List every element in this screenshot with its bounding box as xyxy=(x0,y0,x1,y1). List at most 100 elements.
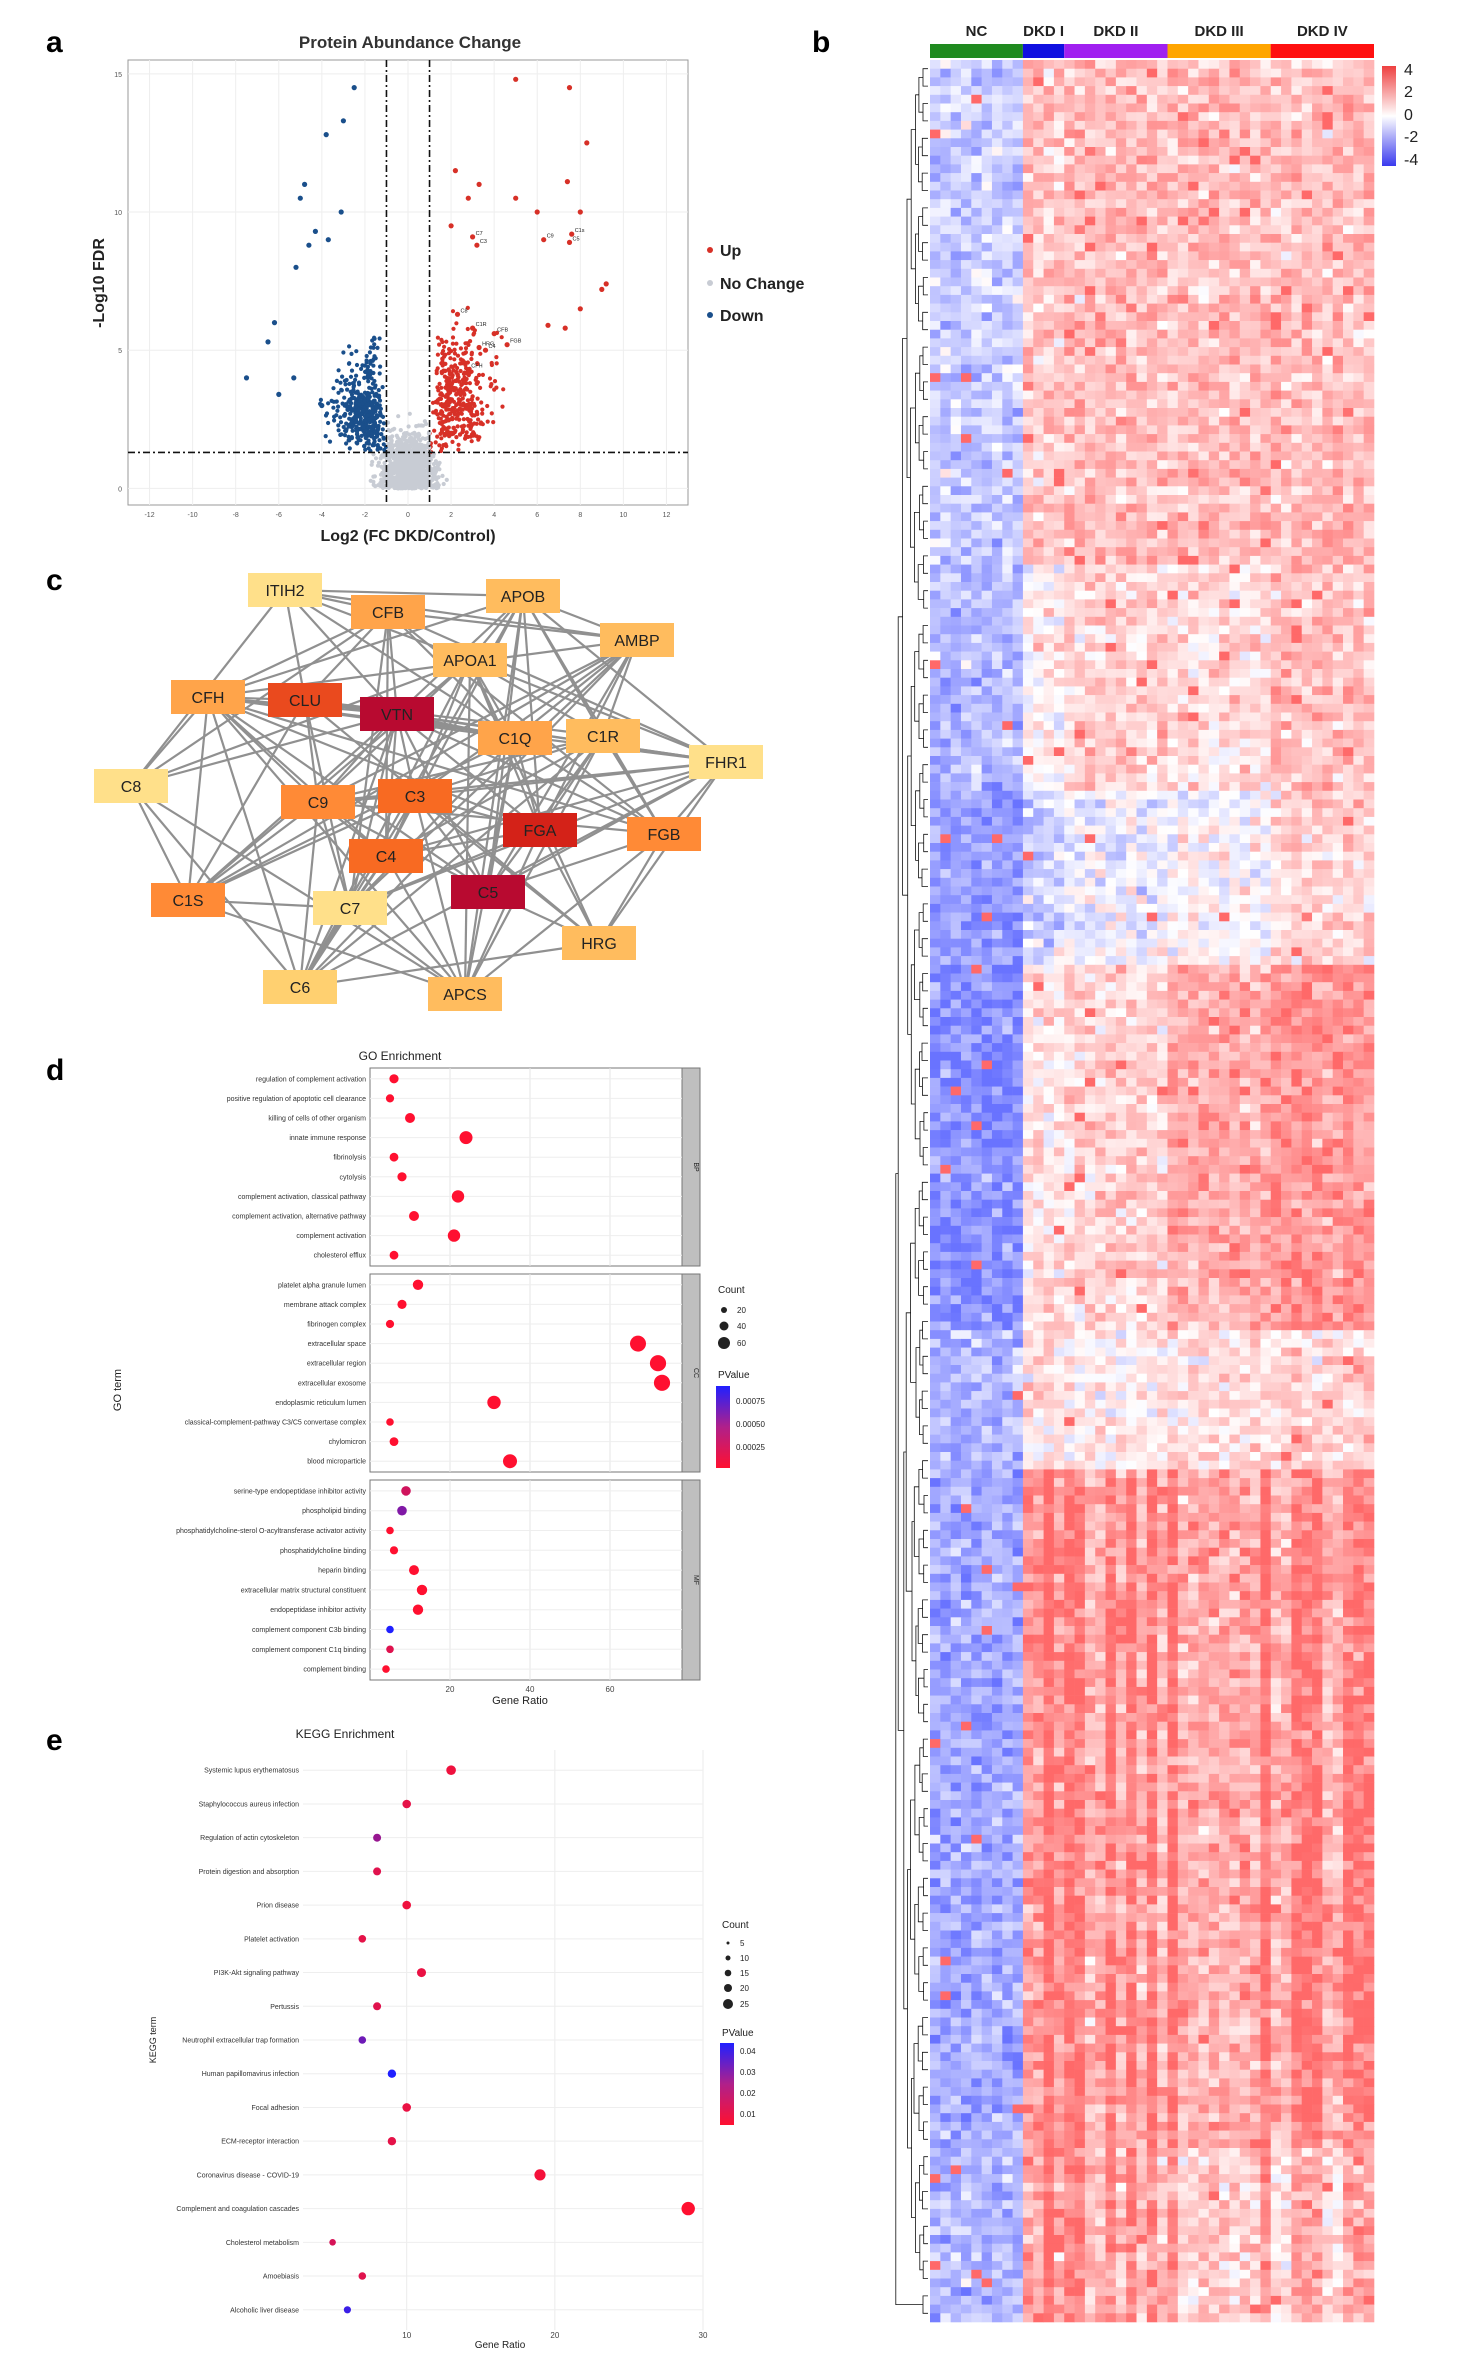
heatmap-cell xyxy=(1074,86,1086,96)
dendrogram-branch xyxy=(922,1355,928,1375)
heatmap-cell xyxy=(1332,355,1344,365)
heatmap-cell xyxy=(1105,164,1117,174)
heatmap-cell xyxy=(1332,103,1344,113)
heatmap-cell xyxy=(1126,529,1137,539)
dendrogram-branch xyxy=(922,485,928,505)
volcano-point-down xyxy=(347,446,352,451)
heatmap-cell xyxy=(1136,103,1148,113)
heatmap-cell xyxy=(1229,129,1241,139)
heatmap-cell xyxy=(1322,77,1333,87)
heatmap-cell xyxy=(1260,242,1272,252)
dendrogram-branch xyxy=(922,103,928,122)
heatmap-cell xyxy=(1353,147,1364,156)
heatmap-cell xyxy=(930,521,941,531)
heatmap-cell xyxy=(1074,242,1086,252)
volcano-point-up xyxy=(461,424,466,429)
heatmap-cell xyxy=(1126,416,1137,426)
heatmap-cell xyxy=(1157,347,1168,357)
heatmap-cell xyxy=(1105,251,1117,261)
heatmap-cell xyxy=(1239,312,1251,322)
heatmap-cell xyxy=(1198,364,1210,374)
heatmap-cell xyxy=(1043,286,1055,296)
heatmap-cell xyxy=(1239,573,1251,583)
heatmap-cell xyxy=(1343,294,1354,304)
heatmap-cell xyxy=(1332,312,1344,322)
heatmap-cell xyxy=(991,599,1003,609)
heatmap-cell xyxy=(1332,303,1344,313)
heatmap-cell xyxy=(1105,277,1117,287)
heatmap-cell xyxy=(991,164,1003,174)
heatmap-cell xyxy=(971,312,982,322)
heatmap-cell xyxy=(1229,312,1241,322)
heatmap-cell xyxy=(1281,503,1292,513)
heatmap-cell xyxy=(1219,286,1230,296)
heatmap-cell xyxy=(1250,477,1261,487)
heatmap-cell xyxy=(1353,251,1364,261)
heatmap-cell xyxy=(1312,364,1323,374)
heatmap-cell xyxy=(1301,260,1313,270)
heatmap-cell xyxy=(1219,329,1230,339)
heatmap-cell xyxy=(1229,460,1241,470)
heatmap-cell xyxy=(1115,286,1127,296)
heatmap-cell xyxy=(1053,338,1065,348)
heatmap-cell xyxy=(1208,355,1220,365)
heatmap-cell xyxy=(960,564,972,574)
heatmap-cell xyxy=(1260,425,1272,435)
heatmap-cell xyxy=(1177,390,1189,400)
heatmap-cell xyxy=(1022,477,1034,487)
heatmap-cell xyxy=(1064,216,1075,226)
heatmap-cell xyxy=(1291,138,1303,148)
heatmap-cell xyxy=(1322,321,1333,330)
heatmap-cell xyxy=(1219,68,1230,78)
heatmap-cell xyxy=(1281,103,1292,113)
heatmap-cell xyxy=(940,251,951,261)
heatmap-cell xyxy=(981,616,993,626)
heatmap-cell xyxy=(1363,425,1375,435)
heatmap-cell xyxy=(1064,60,1075,69)
heatmap-cell xyxy=(1363,495,1375,504)
dendrogram-branch xyxy=(922,2295,928,2314)
volcano-point-down xyxy=(358,438,363,443)
heatmap-cell xyxy=(1312,294,1323,304)
heatmap-cell xyxy=(1239,60,1251,69)
heatmap-cell xyxy=(1250,173,1261,183)
heatmap-cell xyxy=(1270,477,1282,487)
heatmap-cell xyxy=(1260,582,1272,591)
heatmap-cell xyxy=(1188,364,1199,374)
heatmap-cell xyxy=(971,225,982,235)
heatmap-cell xyxy=(1229,199,1241,209)
heatmap-cell xyxy=(1188,408,1199,417)
heatmap-cell xyxy=(1239,303,1251,313)
heatmap-cell xyxy=(1012,381,1024,391)
heatmap-cell xyxy=(1064,173,1075,183)
heatmap-cell xyxy=(1312,234,1323,243)
heatmap-cell xyxy=(1074,486,1086,496)
heatmap-cell xyxy=(1239,512,1251,522)
heatmap-cell xyxy=(1084,60,1096,69)
heatmap-cell xyxy=(1301,155,1313,165)
heatmap-cell xyxy=(1198,399,1210,409)
heatmap-cell xyxy=(1332,529,1344,539)
heatmap-cell xyxy=(1167,529,1179,539)
heatmap-cell xyxy=(1033,138,1044,148)
heatmap-cell xyxy=(1053,103,1065,113)
volcano-point-up xyxy=(453,378,458,383)
heatmap-cell xyxy=(1146,512,1158,522)
heatmap-cell xyxy=(1301,234,1313,243)
heatmap-cell xyxy=(930,164,941,174)
volcano-point-down xyxy=(381,436,386,441)
heatmap-cell xyxy=(1312,408,1323,417)
volcano-point-down xyxy=(377,371,382,376)
heatmap-cell xyxy=(991,468,1003,478)
heatmap-cell xyxy=(1033,555,1044,565)
heatmap-cell xyxy=(1074,199,1086,209)
heatmap-cell xyxy=(1126,234,1137,243)
heatmap-cell xyxy=(930,512,941,522)
heatmap-cell xyxy=(1126,408,1137,417)
heatmap-cell xyxy=(930,425,941,435)
heatmap-cell xyxy=(1074,538,1086,548)
heatmap-cell xyxy=(1353,364,1364,374)
heatmap-cell xyxy=(1270,442,1282,452)
heatmap-cell xyxy=(1250,373,1261,383)
volcano-point-up xyxy=(437,381,442,386)
